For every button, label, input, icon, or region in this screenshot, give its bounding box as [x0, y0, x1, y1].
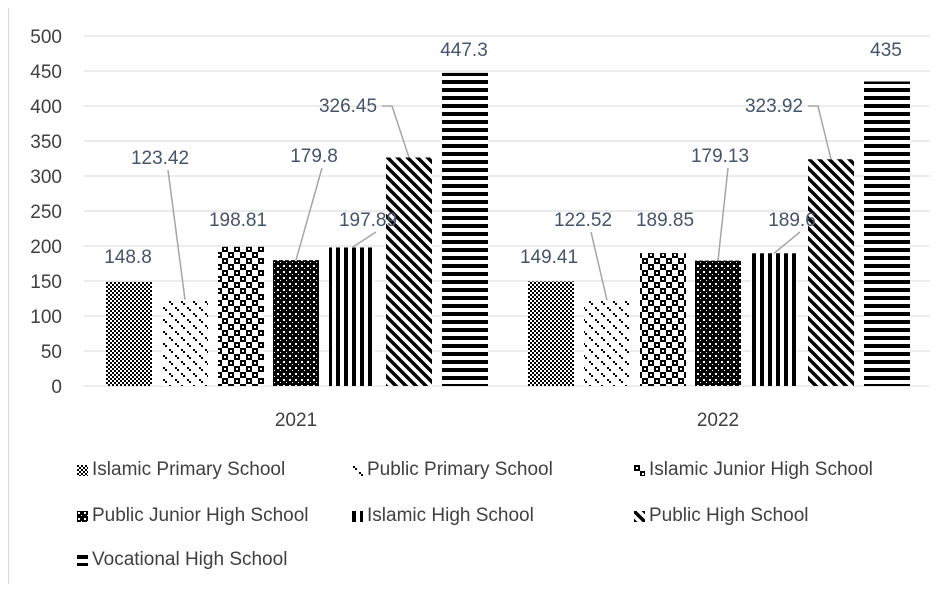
leader-line [717, 167, 729, 261]
bars [106, 72, 910, 386]
leader-line [295, 167, 323, 261]
bar [751, 253, 797, 386]
bar [442, 72, 488, 386]
data-label: 323.92 [745, 96, 803, 117]
y-tick-label: 100 [30, 307, 62, 328]
chart-frame [8, 8, 938, 584]
bar [106, 281, 152, 386]
data-label: 149.41 [520, 247, 578, 268]
leader-line [382, 105, 410, 158]
bar [329, 247, 375, 386]
data-label: 198.81 [209, 210, 267, 231]
data-label: 179.8 [290, 146, 338, 167]
bar [695, 260, 741, 386]
data-label: 197.89 [339, 210, 397, 231]
bar [640, 253, 686, 386]
axes: 0 50 100 150 200 250 300 350 400 450 500 2021 2022 [30, 27, 739, 431]
y-tick-label: 500 [30, 27, 62, 48]
bar [808, 159, 854, 386]
y-tick-label: 300 [30, 167, 62, 188]
y-tick-label: 450 [30, 62, 62, 83]
data-label: 435 [870, 40, 902, 61]
bar [162, 299, 208, 386]
y-tick-label: 250 [30, 202, 62, 223]
bar [864, 81, 910, 386]
leader-line [773, 231, 801, 254]
leader-line [590, 231, 608, 301]
data-label: 447.3 [440, 40, 488, 61]
y-tick-label: 50 [41, 342, 62, 363]
data-labels: 148.8 149.41 123.42 122.52 198.81 189.85 179.8… [104, 40, 902, 301]
leader-line [351, 231, 377, 249]
x-tick-label: 2021 [275, 410, 317, 431]
leader-line [167, 169, 186, 300]
x-tick-label: 2022 [697, 410, 739, 431]
bar [528, 281, 574, 386]
y-tick-label: 350 [30, 132, 62, 153]
y-tick-label: 200 [30, 237, 62, 258]
bar [273, 260, 319, 386]
data-label: 189.85 [636, 210, 694, 231]
y-tick-label: 0 [51, 377, 62, 398]
bar [218, 246, 264, 386]
data-label: 122.52 [554, 210, 612, 231]
data-label: 148.8 [104, 247, 152, 268]
bar [386, 157, 432, 386]
data-label: 189.6 [768, 210, 816, 231]
leader-line [808, 105, 832, 160]
bar [584, 300, 630, 386]
y-tick-label: 150 [30, 272, 62, 293]
y-tick-label: 400 [30, 97, 62, 118]
data-label: 179.13 [691, 146, 749, 167]
data-label: 326.45 [319, 96, 377, 117]
data-label: 123.42 [131, 148, 189, 169]
